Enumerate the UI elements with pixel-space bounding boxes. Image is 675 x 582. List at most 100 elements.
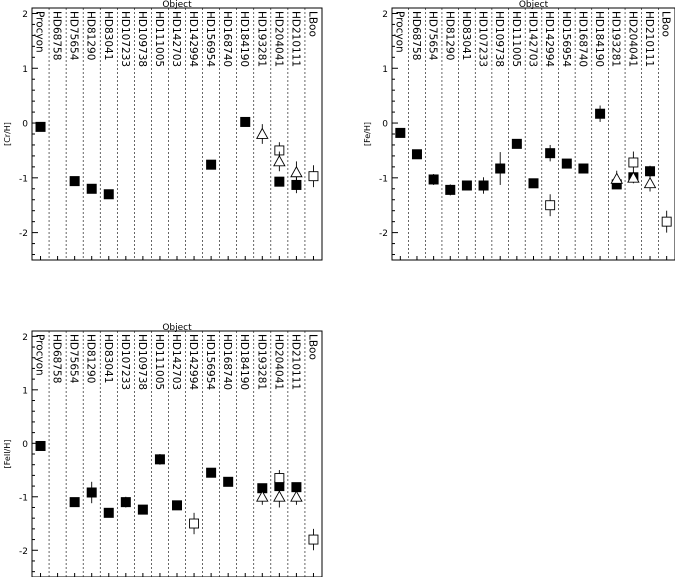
data-point-filled-square (86, 487, 97, 498)
category-label: HD81290 (443, 11, 455, 60)
category-label: HD168740 (221, 11, 233, 67)
category-label: HD156954 (204, 334, 216, 390)
category-label: HD184190 (593, 11, 605, 67)
category-label: HD210111 (643, 11, 655, 67)
data-point-filled-square (445, 184, 456, 195)
data-point-filled-square (461, 180, 472, 191)
y-tick-label: 2 (22, 10, 28, 20)
data-point-filled-square (154, 454, 165, 465)
data-point-filled-square (545, 148, 556, 159)
data-point-filled-square (103, 507, 114, 518)
category-label: LBoo (660, 11, 672, 37)
category-label: HD81290 (85, 11, 97, 60)
data-point-filled-square (645, 166, 656, 177)
data-point-filled-square (478, 180, 489, 191)
data-point-open-triangle (627, 171, 640, 183)
data-point-filled-square (137, 504, 148, 515)
category-label: HD111005 (510, 11, 522, 67)
data-point-filled-square (35, 440, 46, 451)
y-axis-label: [Fe/H] (363, 122, 372, 146)
data-point-filled-square (428, 174, 439, 185)
data-point-open-triangle (273, 490, 286, 502)
category-label: HD109738 (493, 11, 505, 67)
data-point-filled-square (595, 108, 606, 119)
data-point-open-triangle (290, 165, 303, 178)
data-point-open-square (545, 200, 556, 211)
y-tick-label: 1 (22, 65, 28, 75)
panel-2: -2 -1 0 1 2 Object [Fe/H] Procyon HD68758 HD75654… (363, 0, 675, 261)
chart-title: Object (519, 0, 549, 10)
category-label: HD204041 (272, 334, 284, 390)
data-point-filled-square (172, 500, 182, 511)
category-label: HD83041 (102, 334, 114, 383)
category-label: HD83041 (460, 11, 472, 60)
y-axis-label: [Cr/H] (3, 122, 12, 146)
y-tick-label: 2 (22, 333, 28, 343)
category-label: HD75654 (68, 334, 80, 384)
data-point-open-triangle (273, 154, 286, 167)
data-point-open-square (661, 216, 672, 227)
category-label: HD111005 (153, 11, 165, 67)
data-point-filled-square (223, 476, 234, 487)
data-point-open-triangle (643, 176, 657, 189)
category-label: HD168740 (221, 334, 233, 390)
data-point-filled-square (35, 121, 46, 132)
category-label: HD142703 (170, 334, 182, 390)
category-label: HD107233 (119, 11, 131, 67)
data-point-filled-square (528, 178, 539, 189)
panel-3: -2 -1 0 1 2 Object [FeII/H] Procyon HD68758 HD756… (3, 323, 323, 578)
category-label: Procyon (34, 11, 46, 53)
data-point-open-square (308, 171, 319, 182)
category-label: HD142703 (170, 11, 182, 67)
y-tick-label: -2 (19, 229, 28, 239)
category-label: HD142994 (187, 334, 199, 390)
category-label: HD68758 (51, 334, 63, 383)
category-label: Procyon (393, 11, 405, 53)
category-label: HD109738 (136, 11, 148, 67)
panel-1: -2 -1 0 1 2 Object [Cr/H] Procyon HD68758 HD75654… (3, 0, 323, 261)
category-label: LBoo (306, 334, 318, 360)
y-tick-label: -1 (19, 174, 28, 184)
y-tick-label: 1 (22, 386, 28, 396)
data-point-filled-square (495, 163, 506, 174)
category-label: LBoo (306, 11, 318, 37)
y-axis-label: [FeII/H] (3, 440, 12, 469)
chart-title: Object (162, 0, 192, 10)
category-label: HD193281 (255, 334, 267, 390)
data-point-open-triangle (610, 172, 624, 184)
category-label: HD75654 (427, 11, 439, 61)
data-point-filled-square (103, 189, 114, 200)
data-point-filled-square (561, 158, 572, 169)
data-point-open-square (274, 473, 285, 484)
chart-title: Object (162, 323, 192, 333)
category-label: HD204041 (272, 11, 284, 67)
data-point-filled-square (395, 127, 406, 138)
category-label: HD210111 (289, 11, 301, 67)
category-label: HD68758 (51, 11, 63, 60)
y-tick-label: 2 (382, 10, 388, 20)
category-label: HD193281 (255, 11, 267, 67)
data-point-filled-square (206, 159, 217, 170)
category-label: HD168740 (576, 11, 588, 67)
y-tick-label: 0 (22, 440, 28, 450)
category-label: HD210111 (289, 334, 301, 390)
y-tick-label: 0 (382, 120, 388, 130)
category-label: HD68758 (410, 11, 422, 60)
category-label: HD142994 (543, 11, 555, 67)
category-label: HD109738 (136, 334, 148, 390)
category-label: HD184190 (238, 334, 250, 390)
y-tick-label: -1 (379, 174, 388, 184)
data-point-filled-square (69, 497, 80, 508)
data-point-open-triangle (256, 490, 269, 502)
data-point-filled-square (69, 176, 80, 187)
data-point-open-square (189, 518, 200, 529)
category-label: HD83041 (102, 11, 114, 60)
data-point-open-triangle (256, 127, 269, 139)
data-point-filled-square (86, 183, 97, 194)
category-label: HD81290 (85, 334, 97, 383)
category-label: HD142994 (187, 11, 199, 67)
data-point-open-triangle (290, 490, 303, 502)
data-point-open-square (628, 157, 639, 168)
